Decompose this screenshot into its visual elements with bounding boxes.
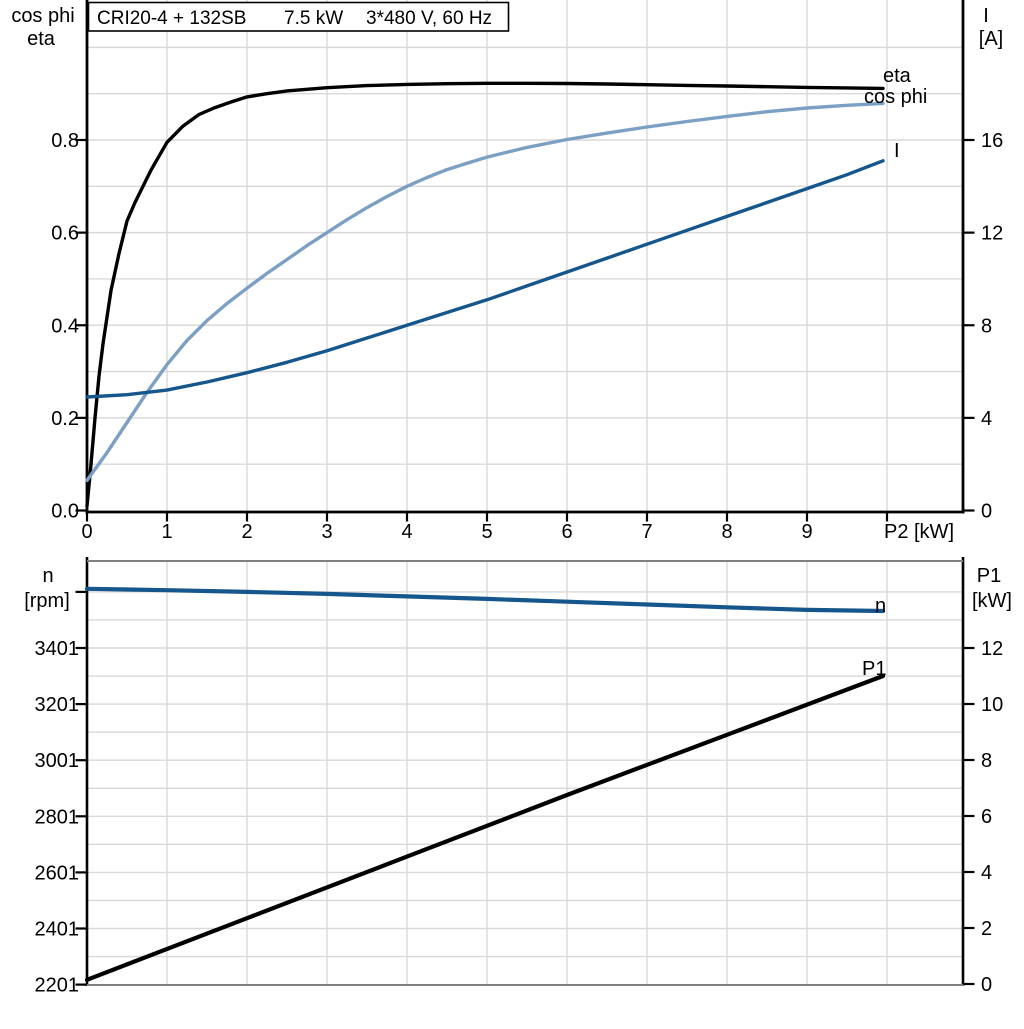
p1-curve-label: P1 xyxy=(862,658,886,680)
x-tick-label: 5 xyxy=(481,521,492,543)
bottom-chart: 3401 3201 3001 2801 2601 2401 2201 12 10 8 6 4 2 0 xyxy=(35,557,1003,997)
left-tick-label: 0.6 xyxy=(51,223,79,245)
x-tick-label: 3 xyxy=(321,521,332,543)
right-tick-label: 4 xyxy=(981,408,992,430)
left-tick-label: 3001 xyxy=(35,750,80,772)
bottom-right-axis-title-line2: [kW] xyxy=(972,590,1012,612)
x-tick-label: 2 xyxy=(241,521,252,543)
right-tick-label: 8 xyxy=(981,315,992,337)
right-tick-label: 16 xyxy=(981,130,1003,152)
x-tick-label: 0 xyxy=(81,521,92,543)
bottom-right-axis-title-line1: P1 xyxy=(977,565,1001,587)
x-tick-label: 1 xyxy=(161,521,172,543)
title-box: CRI20-4 + 132SB 7.5 kW 3*480 V, 60 Hz xyxy=(87,1,510,32)
cosphi-curve-label: cos phi xyxy=(864,86,927,108)
bottom-left-axis-title-line1: n xyxy=(42,565,53,587)
left-tick-label: 2401 xyxy=(35,919,80,941)
bottom-left-axis-title-line2: [rpm] xyxy=(24,590,70,612)
right-tick-label: 10 xyxy=(981,694,1003,716)
right-tick-label: 0 xyxy=(981,974,992,996)
top-left-axis-title-line1: cos phi xyxy=(11,5,74,27)
title-box-frame xyxy=(87,1,510,32)
right-tick-label: 12 xyxy=(981,638,1003,660)
title-power: 7.5 kW xyxy=(284,8,343,29)
x-tick-label: 4 xyxy=(401,521,412,543)
x-tick-label: 9 xyxy=(801,521,812,543)
right-tick-label: 8 xyxy=(981,750,992,772)
left-tick-label: 3201 xyxy=(35,694,80,716)
left-tick-label: 0.8 xyxy=(51,130,79,152)
left-tick-label: 2601 xyxy=(35,862,80,884)
right-tick-label: 4 xyxy=(981,862,992,884)
speed-curve-label: n xyxy=(875,595,886,617)
n-curve xyxy=(84,586,886,614)
current-curve-label: I xyxy=(894,140,900,162)
I-curve xyxy=(85,159,885,399)
right-tick-label: 6 xyxy=(981,806,992,828)
right-tick-label: 12 xyxy=(981,223,1003,245)
right-tick-label: 2 xyxy=(981,918,992,940)
left-tick-label: 0.0 xyxy=(51,501,79,523)
left-tick-label: 3401 xyxy=(35,638,80,660)
title-voltage: 3*480 V, 60 Hz xyxy=(366,8,492,29)
x-tick-label: 7 xyxy=(641,521,652,543)
top-left-axis-title-line2: eta xyxy=(27,28,56,50)
left-tick-label: 0.2 xyxy=(51,408,79,430)
eta-curve xyxy=(85,81,885,508)
left-tick-label: 2201 xyxy=(35,975,80,997)
P1-curve xyxy=(84,673,886,982)
eta-curve-label: eta xyxy=(883,65,912,87)
x-tick-label: 6 xyxy=(561,521,572,543)
top-right-axis-title-line2: [A] xyxy=(979,28,1003,50)
left-tick-label: 2801 xyxy=(35,806,80,828)
top-right-axis-title-line1: I xyxy=(983,5,989,27)
right-tick-label: 0 xyxy=(981,501,992,523)
left-tick-label: 0.4 xyxy=(51,315,79,337)
x-axis-unit-label: P2 [kW] xyxy=(884,521,954,543)
cos-phi-curve xyxy=(85,101,885,483)
title-pump-type: CRI20-4 + 132SB xyxy=(97,8,246,29)
x-tick-label: 8 xyxy=(721,521,732,543)
